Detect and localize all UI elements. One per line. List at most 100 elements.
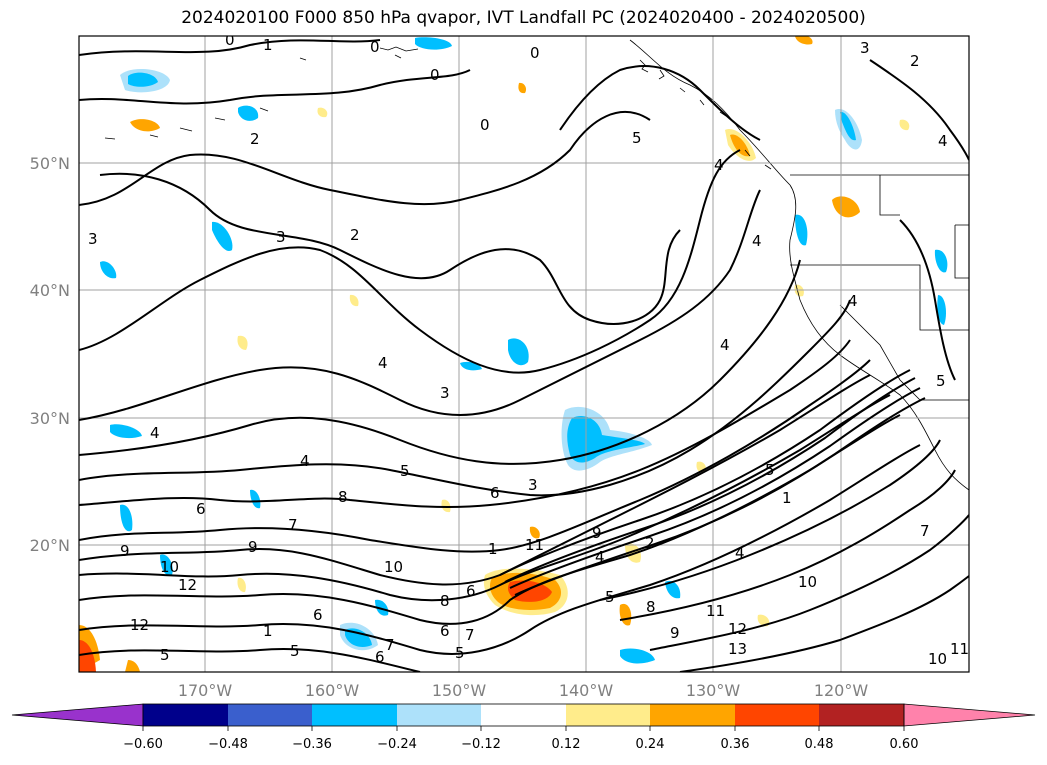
- contour-label: 4: [595, 548, 605, 566]
- contour-label: 11: [950, 640, 969, 658]
- colorbar-segment: [397, 704, 481, 726]
- lat-label-40n: 40°N: [30, 281, 70, 300]
- colorbar-tick-label: 0.60: [890, 737, 919, 752]
- contour-label: 7: [920, 522, 930, 540]
- contour-label: 6: [440, 622, 450, 640]
- contour-label: 8: [646, 598, 656, 616]
- contour-label: 9: [592, 524, 602, 542]
- colorbar-tick-label: 0.12: [552, 737, 581, 752]
- lon-label-150w: 150°W: [432, 681, 487, 700]
- contour-label: 1: [263, 622, 273, 640]
- contour-label: 4: [720, 336, 730, 354]
- contour-label: 0: [480, 116, 490, 134]
- contour-label: 0: [225, 31, 235, 49]
- contour-label: 7: [385, 636, 395, 654]
- contour-label: 3: [528, 476, 538, 494]
- contour-label: 5: [455, 644, 465, 662]
- contour-label: 3: [276, 228, 286, 246]
- contour-label: 0: [430, 66, 440, 84]
- contour-label: 4: [150, 424, 160, 442]
- contour-label: 11: [706, 602, 725, 620]
- colorbar-extend-right: [903, 703, 1036, 727]
- colorbar-ticks: [142, 726, 905, 731]
- contour-label: 10: [798, 573, 817, 591]
- ivt-contours: [79, 39, 969, 672]
- contour-label: 0: [370, 38, 380, 56]
- contour-label: 5: [605, 588, 615, 606]
- contour-label: 5: [632, 129, 642, 147]
- contour-label: 1: [263, 36, 273, 54]
- colorbar-segment: [143, 704, 228, 726]
- contour-label: 1: [782, 489, 792, 507]
- contour-label: 7: [465, 626, 475, 644]
- colorbar-segment: [481, 704, 566, 726]
- colorbar-tick-label: −0.36: [292, 737, 332, 752]
- contour-label: 12: [130, 616, 149, 634]
- contour-label: 12: [178, 576, 197, 594]
- contour-label: 8: [338, 488, 348, 506]
- contour-label: 4: [848, 292, 858, 310]
- lat-label-50n: 50°N: [30, 154, 70, 173]
- colorbar: −0.60 −0.48 −0.36 −0.24 −0.12 0.12 0.24 …: [11, 703, 1036, 752]
- contour-label: 5: [160, 646, 170, 664]
- contour-label: 4: [938, 132, 948, 150]
- longitude-labels: 170°W 160°W 150°W 140°W 130°W 120°W: [178, 681, 869, 700]
- contour-label: 4: [714, 156, 724, 174]
- colorbar-tick-label: −0.12: [461, 737, 501, 752]
- negative-anomaly-shading: [100, 37, 948, 664]
- colorbar-tick-label: −0.48: [208, 737, 248, 752]
- plot-border: [78, 35, 970, 673]
- contour-label: 5: [400, 462, 410, 480]
- contour-labels: 0 1 2 3 2 0 4 3 4 5 3 6 5 4 4 4 3 2 4 4 …: [88, 31, 969, 668]
- contour-label: 2: [350, 226, 360, 244]
- contour-label: 4: [752, 232, 762, 250]
- positive-anomaly-shading: [79, 36, 910, 672]
- colorbar-tick-label: −0.60: [123, 737, 163, 752]
- contour-label: 6: [375, 648, 385, 666]
- contour-label: 6: [313, 606, 323, 624]
- contour-label: 9: [120, 542, 130, 560]
- contour-label: 11: [525, 536, 544, 554]
- colorbar-tick-label: 0.24: [636, 737, 665, 752]
- colorbar-extend-left: [11, 703, 144, 727]
- contour-label: 3: [88, 230, 98, 248]
- colorbar-segment: [735, 704, 819, 726]
- contour-label: 4: [300, 452, 310, 470]
- colorbar-segment: [228, 704, 312, 726]
- colorbar-segment: [650, 704, 735, 726]
- colorbar-segment: [566, 704, 650, 726]
- contour-label: 3: [860, 39, 870, 57]
- lon-label-120w: 120°W: [814, 681, 869, 700]
- contour-label: 5: [936, 372, 946, 390]
- lat-label-20n: 20°N: [30, 536, 70, 555]
- contour-label: 13: [728, 640, 747, 658]
- contour-label: 6: [466, 582, 476, 600]
- colorbar-tick-label: 0.36: [721, 737, 750, 752]
- contour-label: 5: [765, 461, 775, 479]
- contour-label: 10: [384, 558, 403, 576]
- gridlines: [79, 36, 969, 672]
- figure-title: 2024020100 F000 850 hPa qvapor, IVT Land…: [181, 8, 866, 28]
- lon-label-160w: 160°W: [305, 681, 360, 700]
- lon-label-140w: 140°W: [559, 681, 614, 700]
- contour-label: 12: [728, 620, 747, 638]
- contour-label: 6: [196, 500, 206, 518]
- contour-label: 1: [488, 540, 498, 558]
- contour-label: 4: [735, 544, 745, 562]
- latitude-labels: 20°N 30°N 40°N 50°N: [30, 154, 70, 555]
- colorbar-segment: [312, 704, 397, 726]
- contour-label: 7: [288, 516, 298, 534]
- contour-label: 5: [290, 642, 300, 660]
- lat-label-30n: 30°N: [30, 409, 70, 428]
- contour-label: 8: [440, 592, 450, 610]
- contour-label: 9: [248, 538, 258, 556]
- contour-label: 3: [440, 384, 450, 402]
- contour-label: 9: [670, 624, 680, 642]
- contour-label: 10: [928, 650, 947, 668]
- contour-label: 2: [910, 52, 920, 70]
- colorbar-segment: [819, 704, 904, 726]
- contour-label: 2: [250, 130, 260, 148]
- contour-label: 2: [645, 534, 655, 552]
- contour-label: 0: [530, 44, 540, 62]
